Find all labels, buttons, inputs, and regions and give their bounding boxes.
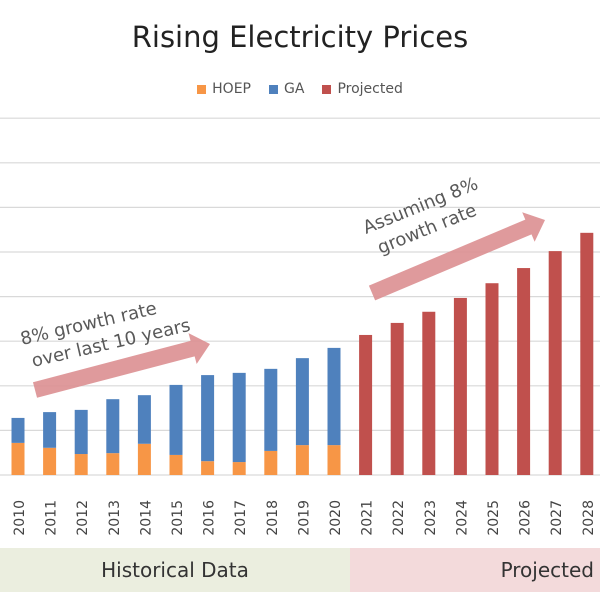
x-tick-label: 2011	[44, 500, 60, 536]
legend-item-hoep: HOEP	[197, 81, 251, 97]
bar-hoep-2018	[264, 450, 278, 475]
legend-swatch	[322, 84, 332, 94]
x-tick-label: 2026	[518, 500, 534, 536]
x-tick-label: 2021	[360, 500, 376, 536]
bar-hoep-2017	[232, 462, 246, 475]
chart-title: Rising Electricity Prices	[131, 20, 469, 54]
bar-ga-2011	[43, 412, 57, 448]
x-tick-label: 2010	[12, 500, 28, 536]
x-tick-label: 2024	[454, 500, 470, 536]
x-tick-label: 2023	[423, 500, 439, 536]
bar-hoep-2013	[106, 453, 120, 475]
bar-hoep-2016	[201, 461, 215, 475]
legend-label: GA	[284, 81, 305, 97]
x-tick-label: 2027	[549, 500, 565, 536]
bar-ga-2013	[106, 399, 120, 454]
bar-projected-2025	[485, 283, 499, 475]
band-label: Historical Data	[101, 558, 249, 582]
bar-projected-2026	[517, 268, 531, 475]
bar-projected-2027	[548, 251, 562, 475]
bar-hoep-2015	[169, 454, 183, 475]
bar-hoep-2020	[327, 445, 341, 475]
x-tick-label: 2017	[233, 500, 249, 536]
bar-ga-2017	[232, 372, 246, 463]
band-label: Projected	[500, 558, 594, 582]
bar-ga-2016	[201, 375, 215, 462]
x-tick-label: 2025	[486, 500, 502, 536]
x-tick-label: 2028	[581, 500, 597, 536]
x-tick-label: 2016	[202, 500, 218, 536]
historical-data-band: Historical Data	[0, 548, 350, 592]
x-tick-label: 2012	[75, 500, 91, 536]
legend: HOEP GA Projected	[0, 81, 600, 97]
bar-projected-2021	[359, 334, 373, 475]
legend-label: HOEP	[212, 81, 251, 97]
bar-ga-2020	[327, 347, 341, 446]
bar-ga-2019	[295, 358, 309, 446]
legend-item-ga: GA	[269, 81, 304, 97]
bar-hoep-2010	[11, 442, 25, 475]
legend-swatch	[269, 84, 278, 94]
arrow-shape	[32, 333, 211, 398]
bar-projected-2028	[580, 232, 594, 475]
bar-hoep-2011	[43, 447, 57, 475]
bar-hoep-2014	[137, 443, 151, 475]
legend-label: Projected	[337, 81, 403, 97]
legend-swatch	[197, 84, 207, 94]
legend-item-projected: Projected	[322, 81, 403, 97]
chart-plot: 2010 2011 2012 2013 2014 2015 2016 2017 2018 2019…	[0, 117, 600, 536]
x-tick-label: 2019	[296, 500, 312, 536]
x-tick-label: 2018	[265, 500, 281, 536]
growth-arrow-historical	[32, 333, 211, 398]
bar-ga-2018	[264, 368, 278, 451]
bar-projected-2023	[422, 311, 436, 475]
x-tick-label: 2014	[138, 500, 154, 536]
x-tick-label: 2013	[107, 500, 123, 536]
bar-projected-2022	[390, 322, 404, 475]
bar-hoep-2012	[74, 454, 88, 475]
x-tick-label: 2015	[170, 500, 186, 536]
x-tick-label: 2020	[328, 500, 344, 536]
bar-ga-2014	[137, 395, 151, 444]
bar-projected-2024	[453, 297, 467, 475]
bar-hoep-2019	[295, 445, 309, 475]
bar-ga-2012	[74, 409, 88, 455]
bar-ga-2015	[169, 384, 183, 455]
growth-arrow-projected	[368, 212, 545, 301]
projected-band: Projected	[350, 548, 600, 592]
bar-ga-2010	[11, 417, 25, 443]
arrow-shape	[368, 212, 545, 301]
x-tick-label: 2022	[391, 500, 407, 536]
